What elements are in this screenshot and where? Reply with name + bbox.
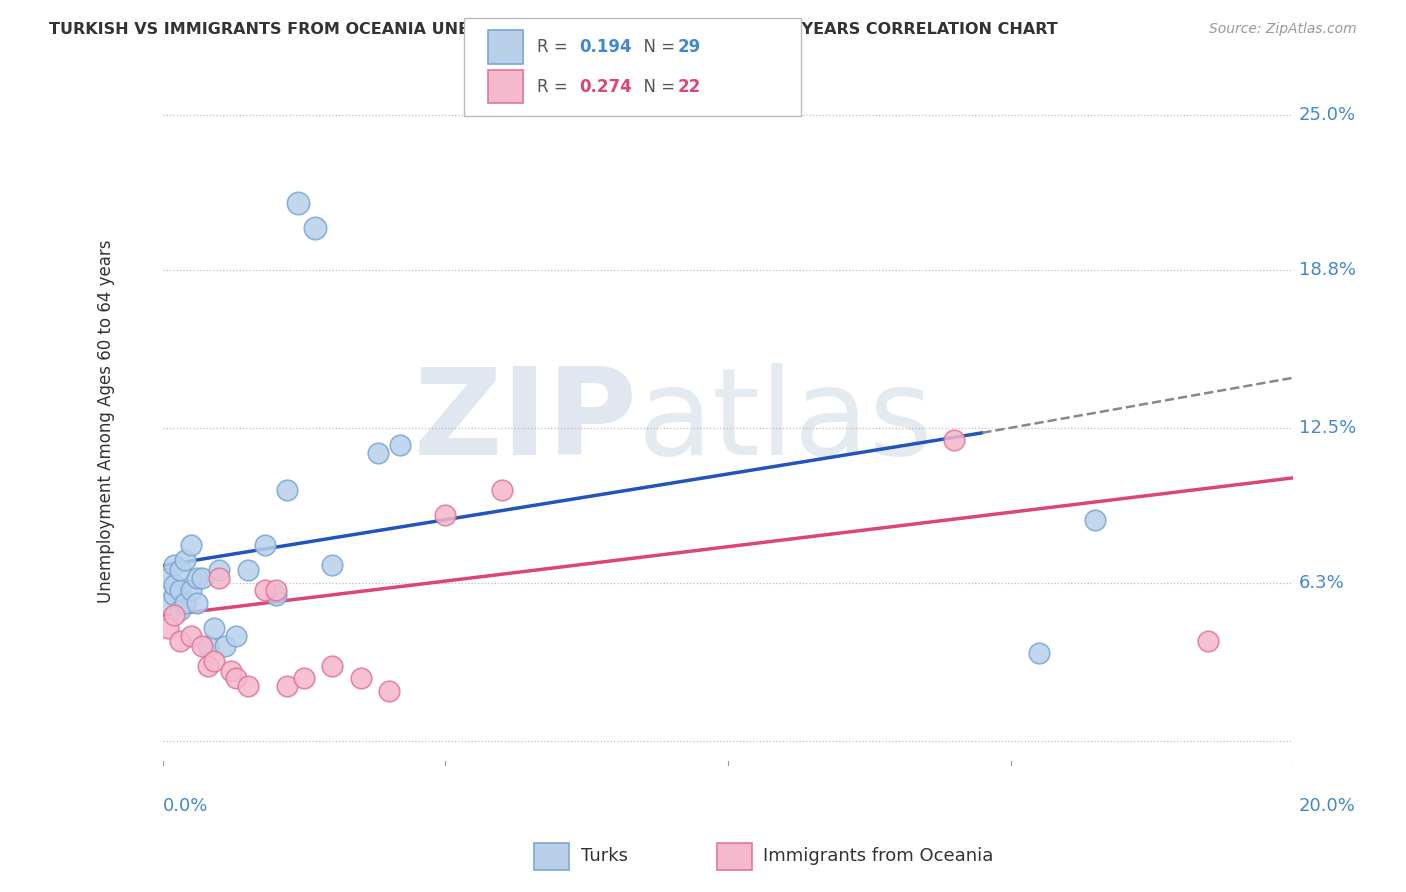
Point — [180, 583, 202, 598]
Point — [174, 596, 197, 610]
Point — [1028, 646, 1050, 660]
Point — [202, 621, 225, 635]
Point — [276, 679, 298, 693]
Point — [191, 571, 214, 585]
Point — [157, 621, 180, 635]
Text: atlas: atlas — [637, 363, 934, 480]
Point — [1084, 513, 1107, 527]
Point — [304, 220, 326, 235]
Point — [321, 658, 343, 673]
Point — [214, 639, 236, 653]
Point — [264, 589, 287, 603]
Text: N =: N = — [633, 78, 681, 95]
Text: 20.0%: 20.0% — [1299, 797, 1355, 814]
Text: 0.274: 0.274 — [579, 78, 633, 95]
Point — [186, 596, 208, 610]
Text: 18.8%: 18.8% — [1299, 261, 1355, 279]
Point — [367, 446, 389, 460]
Text: Immigrants from Oceania: Immigrants from Oceania — [763, 847, 994, 865]
Point — [197, 658, 219, 673]
Text: 12.5%: 12.5% — [1299, 419, 1355, 437]
Text: N =: N = — [633, 38, 681, 56]
Point — [253, 583, 276, 598]
Point — [186, 571, 208, 585]
Point — [180, 538, 202, 552]
Point — [225, 628, 247, 642]
Point — [157, 571, 180, 585]
Point — [169, 564, 191, 578]
Text: 22: 22 — [678, 78, 702, 95]
Text: 25.0%: 25.0% — [1299, 106, 1355, 124]
Point — [236, 679, 259, 693]
Point — [264, 583, 287, 598]
Text: Turks: Turks — [581, 847, 627, 865]
Point — [197, 639, 219, 653]
Text: R =: R = — [537, 38, 574, 56]
Point — [434, 508, 457, 523]
Point — [491, 483, 513, 498]
Point — [253, 538, 276, 552]
Point — [287, 195, 309, 210]
Point — [236, 564, 259, 578]
Point — [169, 633, 191, 648]
Text: 0.0%: 0.0% — [163, 797, 208, 814]
Point — [1197, 633, 1219, 648]
Point — [276, 483, 298, 498]
Point — [350, 671, 373, 685]
Point — [163, 558, 186, 573]
Point — [321, 558, 343, 573]
Point — [174, 553, 197, 567]
Point — [225, 671, 247, 685]
Point — [219, 664, 242, 678]
Point — [292, 671, 315, 685]
Text: 0.194: 0.194 — [579, 38, 631, 56]
Point — [163, 589, 186, 603]
Point — [191, 639, 214, 653]
Text: ZIP: ZIP — [413, 363, 637, 480]
Point — [169, 583, 191, 598]
Point — [163, 578, 186, 592]
Text: TURKISH VS IMMIGRANTS FROM OCEANIA UNEMPLOYMENT AMONG AGES 60 TO 64 YEARS CORREL: TURKISH VS IMMIGRANTS FROM OCEANIA UNEMP… — [49, 22, 1057, 37]
Point — [163, 608, 186, 623]
Point — [202, 654, 225, 668]
Text: Source: ZipAtlas.com: Source: ZipAtlas.com — [1209, 22, 1357, 37]
Point — [389, 438, 412, 452]
Point — [208, 571, 231, 585]
Text: 6.3%: 6.3% — [1299, 574, 1344, 592]
Text: R =: R = — [537, 78, 574, 95]
Point — [169, 603, 191, 617]
Point — [378, 683, 401, 698]
Point — [157, 596, 180, 610]
Text: Unemployment Among Ages 60 to 64 years: Unemployment Among Ages 60 to 64 years — [97, 240, 115, 603]
Point — [180, 628, 202, 642]
Point — [943, 434, 966, 448]
Text: 29: 29 — [678, 38, 702, 56]
Point — [208, 564, 231, 578]
